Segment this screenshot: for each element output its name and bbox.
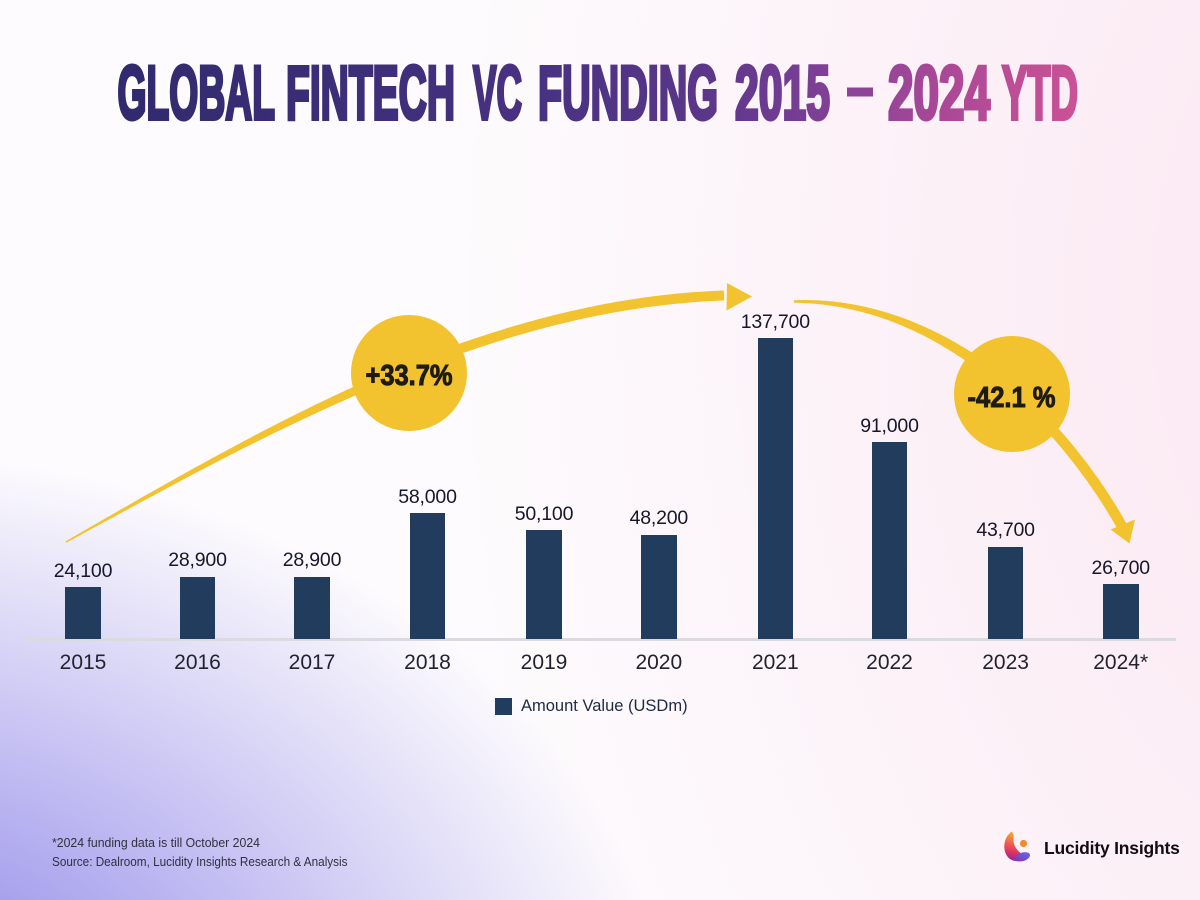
svg-text:2024: 2024 xyxy=(888,51,990,136)
svg-text:FINTECH: FINTECH xyxy=(286,51,455,136)
svg-text:2015: 2015 xyxy=(735,51,830,136)
svg-text:GLOBAL: GLOBAL xyxy=(118,51,276,136)
svg-text:VC: VC xyxy=(473,51,522,136)
svg-text:-42.1 %: -42.1 % xyxy=(968,382,1056,414)
svg-text:+33.7%: +33.7% xyxy=(366,360,453,392)
svg-text:YTD: YTD xyxy=(1002,51,1078,136)
svg-text:FUNDING: FUNDING xyxy=(538,51,718,136)
